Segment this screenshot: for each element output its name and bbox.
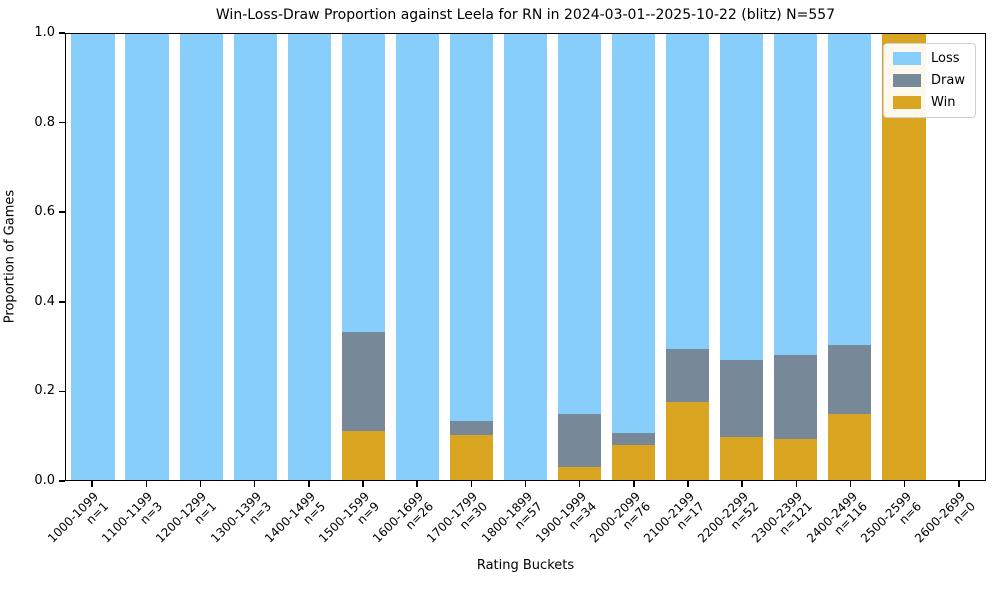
bar-segment-win — [666, 401, 710, 480]
legend-item-loss: Loss — [893, 51, 965, 66]
bar-segment-loss — [233, 34, 277, 480]
bar-segment-win — [828, 414, 872, 480]
x-axis-label: Rating Buckets — [476, 558, 575, 573]
x-tick-mark — [91, 481, 93, 487]
bar-segment-loss — [395, 34, 439, 480]
legend-label-win: Win — [931, 95, 956, 110]
bars-container — [66, 34, 985, 480]
x-tick-mark — [849, 481, 852, 487]
bar-segment-loss — [341, 34, 385, 332]
bar-1200-1299 — [179, 34, 223, 480]
bar-segment-draw — [666, 348, 710, 402]
y-tick-label: 0.4 — [34, 293, 55, 309]
bar-segment-loss — [449, 34, 494, 421]
x-tick-mark — [253, 481, 256, 487]
bar-segment-loss — [71, 34, 115, 480]
x-tick-mark — [958, 481, 960, 487]
x-tick-mark — [470, 481, 473, 487]
bar-segment-loss — [179, 34, 223, 480]
bar-segment-loss — [666, 34, 710, 349]
chart-title: Win-Loss-Draw Proportion against Leela f… — [215, 7, 836, 23]
bar-2300-2399 — [774, 34, 818, 480]
y-tick-mark — [59, 301, 65, 303]
y-tick-mark — [59, 211, 65, 213]
bar-2200-2299 — [720, 34, 764, 480]
bar-1000-1099 — [71, 34, 115, 480]
x-tick-mark — [578, 481, 581, 487]
legend-item-draw: Draw — [893, 73, 965, 88]
bar-1300-1399 — [233, 34, 277, 480]
bar-segment-loss — [611, 34, 656, 434]
bar-segment-draw — [341, 331, 385, 431]
y-tick-mark — [59, 390, 65, 393]
bar-1600-1699 — [395, 34, 439, 480]
y-tick-label: 0.2 — [34, 383, 55, 399]
bar-segment-loss — [125, 34, 169, 480]
legend-swatch-loss — [893, 52, 922, 65]
bar-segment-draw — [828, 345, 872, 415]
legend-swatch-win — [893, 96, 922, 109]
x-tick-mark — [524, 481, 527, 487]
legend-label-loss: Loss — [931, 51, 960, 66]
legend-item-win: Win — [893, 95, 965, 110]
bar-2400-2499 — [828, 34, 872, 480]
x-tick-mark — [687, 481, 689, 487]
plot-area: Loss Draw Win — [65, 33, 986, 481]
bar-1100-1199 — [125, 34, 169, 480]
bar-segment-win — [449, 435, 494, 480]
legend-swatch-draw — [893, 74, 922, 87]
bar-segment-loss — [503, 34, 548, 480]
y-tick-label: 0.8 — [34, 114, 55, 130]
x-tick-mark — [633, 481, 635, 487]
y-tick-label: 0.6 — [34, 204, 55, 220]
bar-segment-draw — [449, 420, 494, 436]
x-tick-mark — [795, 481, 798, 487]
y-tick-mark — [59, 32, 65, 34]
bar-segment-draw — [611, 433, 656, 445]
bar-segment-win — [774, 439, 818, 480]
bar-1500-1599 — [341, 34, 385, 480]
bar-segment-draw — [720, 360, 764, 438]
legend-label-draw: Draw — [931, 73, 965, 88]
bar-1400-1499 — [287, 34, 331, 480]
bar-1800-1899 — [503, 34, 548, 480]
bar-segment-win — [341, 430, 385, 480]
bar-segment-loss — [828, 34, 872, 346]
bar-segment-loss — [720, 34, 764, 361]
y-tick-mark — [59, 480, 65, 482]
x-tick-mark — [362, 481, 364, 487]
bar-2100-2199 — [666, 34, 710, 480]
bar-segment-draw — [774, 354, 818, 440]
x-tick-mark — [199, 481, 202, 487]
bar-segment-draw — [557, 414, 602, 468]
bar-1700-1799 — [449, 34, 494, 480]
y-axis-label: Proportion of Games — [2, 189, 18, 324]
x-tick-label: 2600-2699 n=0 — [911, 489, 978, 546]
bar-segment-win — [720, 437, 764, 480]
legend: Loss Draw Win — [883, 43, 976, 118]
bar-2000-2099 — [611, 34, 656, 480]
y-tick-label: 1.0 — [34, 25, 55, 40]
bar-segment-win — [611, 444, 656, 480]
bar-segment-loss — [287, 34, 331, 480]
bar-segment-loss — [557, 34, 602, 415]
x-tick-mark — [741, 481, 743, 487]
x-tick-mark — [308, 481, 310, 487]
x-tick-mark — [416, 481, 418, 487]
bar-1900-1999 — [557, 34, 602, 480]
x-tick-mark — [145, 481, 147, 487]
y-tick-label: 0.0 — [34, 473, 55, 488]
x-tick-mark — [903, 481, 906, 487]
bar-segment-loss — [774, 34, 818, 355]
bar-segment-win — [557, 467, 602, 480]
y-tick-mark — [59, 121, 65, 124]
